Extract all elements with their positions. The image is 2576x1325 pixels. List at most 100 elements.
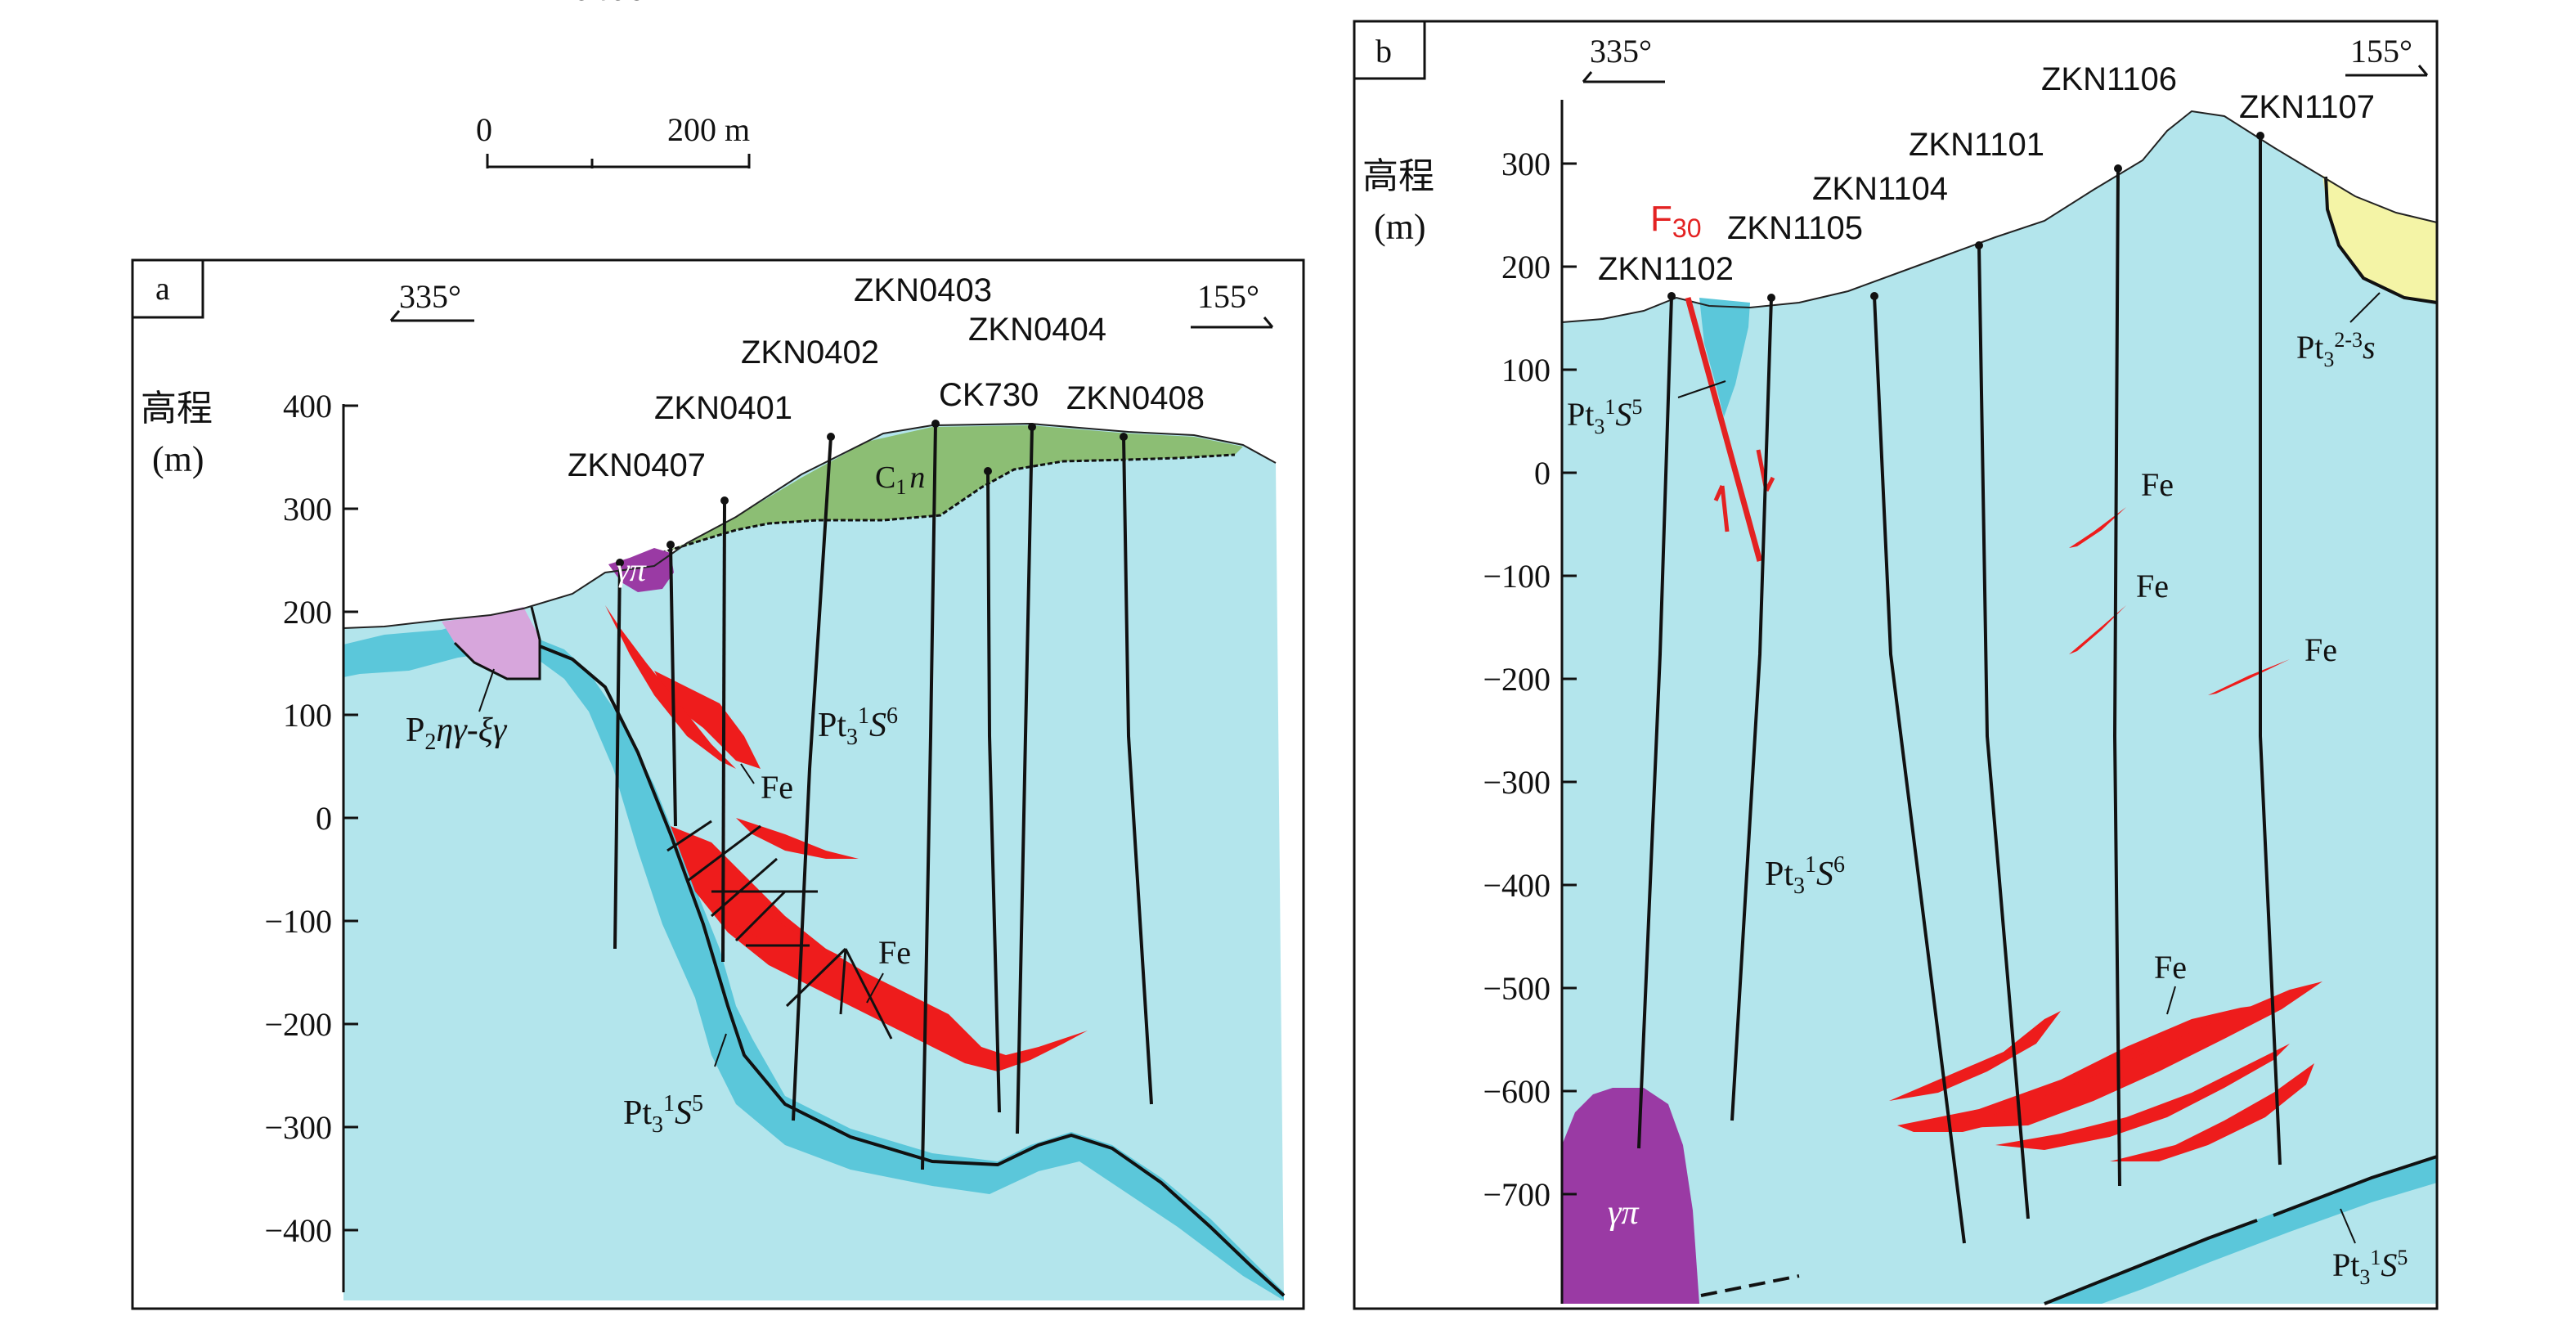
borehole-zkn0407 — [669, 544, 677, 827]
borehole-zkn1101 — [1977, 245, 2030, 1219]
panel-b-label: b — [1376, 33, 1392, 70]
granite-p2 — [442, 607, 540, 679]
c1n-base-line — [660, 453, 1236, 555]
hole-label-zkn0408: ZKN0408 — [1066, 380, 1205, 416]
orebody-b4 — [1889, 1011, 2061, 1101]
panel-b: b 335° 155° 高程 (m) 300 200 100 0 −100 −200 −30… — [1353, 20, 2439, 1310]
leader-s5-bottom — [2340, 1208, 2356, 1244]
azimuth-right-b: 155° — [2350, 33, 2412, 70]
fe-label-a2: Fe — [878, 934, 911, 971]
marker-bed-s5-bottom — [2044, 1157, 2437, 1304]
fault-label-f30: F30 — [1650, 199, 1701, 243]
elev-b-tick-label: 200 — [1501, 249, 1551, 285]
granite-contact — [453, 606, 541, 680]
orebodies-b — [1889, 507, 2322, 1161]
carboniferous-c1n — [661, 425, 1243, 553]
elev-a-tick-label: 100 — [283, 697, 332, 734]
borehole-zkn0408 — [1122, 436, 1153, 1105]
elev-a-tick-label: 0 — [316, 800, 332, 837]
contact-s5-bottom — [2044, 1219, 2258, 1305]
fe-leader-b4 — [2166, 986, 2176, 1015]
hole-label-zkn0403: ZKN0403 — [854, 272, 992, 308]
unit-pt3-23s — [2322, 175, 2437, 303]
unit-label-p2: P2ηγ-ξγ — [406, 712, 508, 755]
porphyry-gamma-pi-a — [608, 548, 674, 592]
contact-s5-s6-a — [465, 620, 1286, 1297]
azimuth-right-a: 155° — [1197, 278, 1259, 315]
azimuth-left-a: 335° — [399, 278, 461, 315]
elev-b-tick-label: −700 — [1483, 1176, 1551, 1213]
elev-a-tick-label: −300 — [264, 1109, 332, 1146]
hole-label-zkn1104: ZKN1104 — [1812, 171, 1948, 207]
unit-label-s5-a: Pt31S5 — [623, 1091, 703, 1138]
borehole-zkn1104 — [1873, 295, 1966, 1244]
host-rock-s6-a — [343, 424, 1284, 1300]
orebody-a5 — [703, 867, 842, 957]
fe-label-a1: Fe — [761, 769, 793, 806]
elev-a-tick-label: 400 — [283, 388, 332, 424]
fe-leader-a2 — [866, 972, 884, 1004]
orebody-b3 — [2208, 659, 2290, 695]
elev-unit-a: (m) — [152, 439, 204, 479]
borehole-zkn0404 — [1016, 426, 1034, 1134]
leader-pt3-23s — [2349, 292, 2381, 323]
elev-ticks-a: 400 300 200 100 0 −100 −200 −300 −400 — [264, 388, 358, 1249]
topography-b — [1561, 110, 2438, 323]
elev-b-tick-label: −600 — [1483, 1073, 1551, 1110]
panel-a: a 335° 155° 高程 (m) 400 300 200 100 0 −100 −200… — [131, 0, 1305, 1310]
hole-label-zkn1102: ZKN1102 — [1598, 251, 1734, 287]
azimuth-arrowhead-left-a — [389, 310, 401, 321]
panel-b-frame — [1353, 20, 2439, 1310]
hole-label-zkn1105: ZKN1105 — [1727, 210, 1863, 246]
hole-label-zkn0406: ZKN0406 — [507, 0, 645, 7]
borehole-zkn1105 — [1730, 297, 1773, 1121]
porphyry-gamma-pi-b — [1562, 1088, 1699, 1304]
borehole-zkn0403 — [921, 423, 937, 1170]
fe-label-b1: Fe — [2141, 466, 2174, 503]
azimuth-arrowhead-right-b — [2417, 65, 2429, 76]
sample-lines-a — [666, 820, 893, 1040]
panel-a-label-box — [131, 258, 204, 319]
elev-b-tick-label: −400 — [1483, 867, 1551, 904]
contact-s5-bottom-3 — [1700, 1274, 1800, 1297]
unit-label-gamma-pi-a: γπ — [617, 551, 647, 588]
marker-bed-s5-top — [1699, 298, 1750, 417]
unit-label-c1n: C1 n — [875, 460, 925, 499]
unit-label-s5-bottom: Pt31S5 — [2332, 1246, 2408, 1289]
elev-a-tick-label: −100 — [264, 903, 332, 940]
hole-label-zkn0407: ZKN0407 — [568, 447, 706, 483]
topography-a — [343, 422, 1277, 629]
hole-label-ck730: CK730 — [939, 377, 1039, 413]
hole-label-zkn0401: ZKN0401 — [654, 390, 792, 426]
azimuth-left-b: 335° — [1590, 33, 1652, 70]
unit-label-s5-top: Pt31S5 — [1567, 395, 1642, 438]
hole-label-zkn1101: ZKN1101 — [1909, 127, 2044, 163]
leader-s5-a — [714, 1033, 727, 1067]
elev-b-tick-label: −100 — [1483, 558, 1551, 595]
host-rock-s6-b — [1562, 111, 2437, 1304]
borehole-collars-b — [1667, 132, 2264, 302]
elev-a-tick-label: −200 — [264, 1006, 332, 1043]
hole-label-zkn1107: ZKN1107 — [2239, 89, 2375, 125]
scale-zero-label: 0 — [476, 111, 492, 148]
unit-label-s6-b: Pt31S6 — [1765, 852, 1845, 899]
elev-label-a: 高程 — [141, 389, 213, 429]
borehole-zkn0402 — [792, 436, 832, 1121]
elev-b-tick-label: 300 — [1501, 146, 1551, 182]
pt3-23s-contact — [2324, 176, 2438, 304]
borehole-zkn1107 — [2259, 136, 2282, 1166]
scale-end-label: 200 m — [667, 111, 750, 148]
boreholes-a — [613, 423, 1153, 1170]
orebody-b6 — [1946, 981, 2322, 1129]
fault-arrow-up — [1713, 484, 1730, 532]
hole-label-zkn0404: ZKN0404 — [968, 312, 1106, 348]
leader-p2 — [478, 668, 495, 712]
orebody-a4 — [671, 826, 1088, 1071]
hole-label-zkn0402: ZKN0402 — [741, 335, 879, 371]
borehole-collars-a — [616, 420, 1128, 567]
elev-unit-b: (m) — [1374, 207, 1426, 247]
borehole-zkn0406 — [613, 562, 622, 950]
elev-b-tick-label: −500 — [1483, 970, 1551, 1007]
elev-a-tick-label: 200 — [283, 594, 332, 631]
